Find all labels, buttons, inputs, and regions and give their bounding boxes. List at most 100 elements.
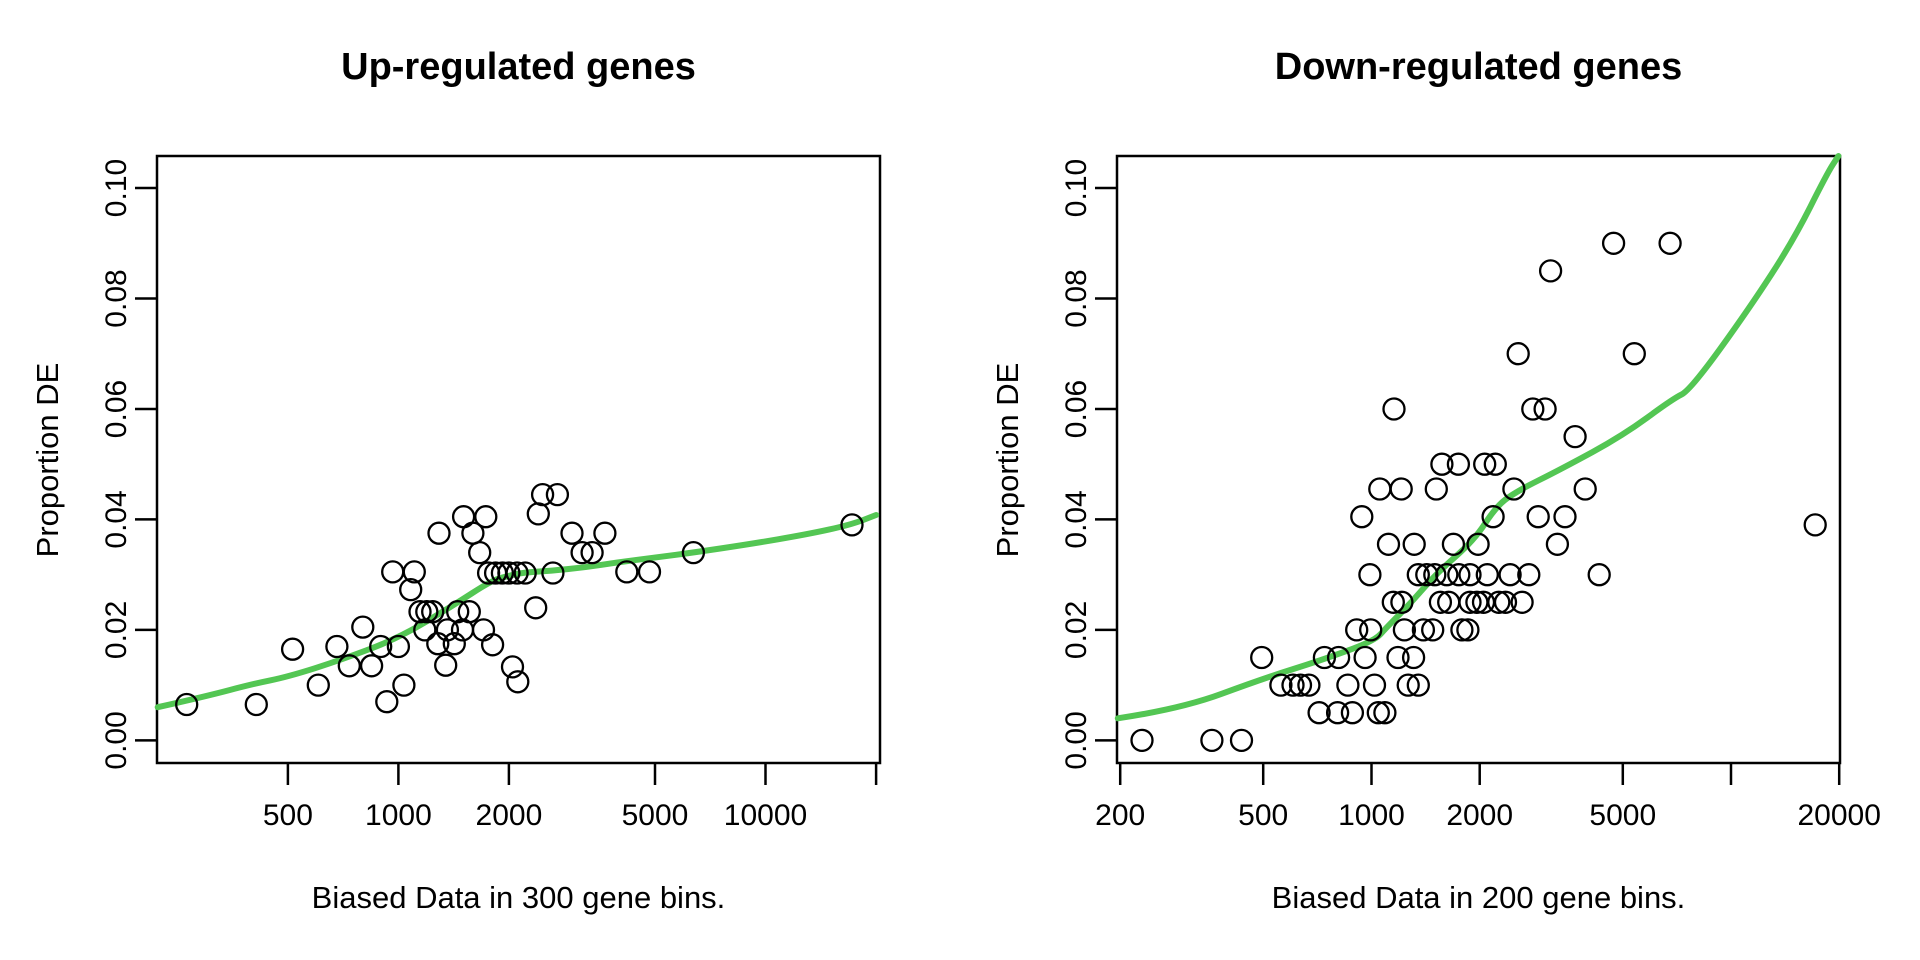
data-point [468,540,492,565]
trend-curve [1114,153,1842,722]
data-point [435,618,460,642]
data-point [1406,673,1430,697]
plot-box [155,154,882,765]
y-tick-label: 0.06 [1060,380,1093,438]
data-point [1340,701,1365,725]
data-point [1483,452,1507,476]
data-point [1538,259,1563,283]
data-point [480,633,505,657]
data-point [1473,452,1497,476]
y-tick-label: 0.08 [1060,269,1093,327]
data-point [446,600,470,624]
data-point [402,560,426,584]
data-point [306,673,330,697]
data-point [434,653,458,677]
data-point [1545,532,1570,556]
data-point [1803,513,1827,537]
data-point [570,540,594,565]
data-point [471,618,496,642]
data-point [1382,397,1406,421]
data-point [325,634,349,659]
data-point [1553,505,1577,529]
x-tick-label: 500 [1238,799,1288,832]
data-point [1435,563,1459,587]
data-point [1510,590,1534,614]
data-point [369,634,393,659]
x-tick-label: 10000 [724,799,807,832]
data-point [1601,231,1626,255]
data-point [1521,397,1545,421]
x-tick-label: 500 [263,799,313,832]
data-point [1359,618,1383,642]
data-point [1373,701,1397,725]
data-point [1441,532,1466,556]
left-panel-title: Up-regulated genes [341,46,696,88]
x-tick-label: 5000 [1589,799,1656,832]
data-point [615,560,639,584]
x-tick-label: 2000 [476,799,543,832]
data-point [560,521,584,545]
data-point [359,654,384,678]
data-point [1326,645,1351,670]
data-point [1475,563,1499,587]
data-point [427,521,451,545]
data-point [1366,701,1390,725]
y-tick-label: 0.00 [1060,711,1093,769]
data-point [1297,673,1321,697]
data-point [399,577,423,602]
data-point [1350,505,1374,529]
data-point [1130,728,1154,753]
trend-curve [154,512,880,711]
data-point [1533,397,1557,421]
data-point [1406,563,1430,587]
data-point [175,692,199,717]
data-point [506,670,530,694]
data-point [1573,477,1597,501]
data-point [1502,477,1526,501]
y-tick-label: 0.10 [100,159,133,217]
y-tick-label: 0.10 [1060,159,1093,217]
data-point [505,561,529,585]
y-tick-label: 0.00 [100,711,133,769]
data-point [375,690,399,714]
data-point [1200,728,1224,753]
data-point [1563,424,1587,449]
data-point [490,561,515,585]
data-point [1336,673,1360,697]
data-point [1250,645,1274,670]
data-point [1362,673,1387,697]
data-point [524,596,548,620]
data-point [1229,728,1254,753]
data-point [681,540,706,565]
data-point [1358,563,1382,587]
data-point [1288,673,1313,697]
x-tick-label: 1000 [1338,799,1405,832]
data-point [1421,618,1445,642]
data-point [1353,645,1377,670]
data-point [526,502,550,526]
data-point [337,654,361,678]
data-point [1447,563,1471,587]
data-point [1424,477,1448,501]
data-point [1390,590,1414,614]
data-point [244,692,268,717]
data-point [513,561,537,585]
y-tick-label: 0.04 [100,490,133,548]
data-point [1325,701,1350,725]
data-point [442,632,466,656]
data-point [1381,590,1405,614]
data-point [474,505,498,529]
data-point [1458,590,1482,614]
data-point [1392,618,1417,642]
x-tick-label: 1000 [365,799,432,832]
y-tick-label: 0.06 [100,380,133,438]
data-point [1506,342,1530,366]
left-x-axis-label: Biased Data in 300 gene bins. [311,880,726,915]
data-point [1587,563,1611,587]
data-point [545,482,570,507]
data-point [1487,590,1511,614]
data-point [421,600,445,624]
data-point [1312,645,1337,670]
data-point [386,634,411,659]
